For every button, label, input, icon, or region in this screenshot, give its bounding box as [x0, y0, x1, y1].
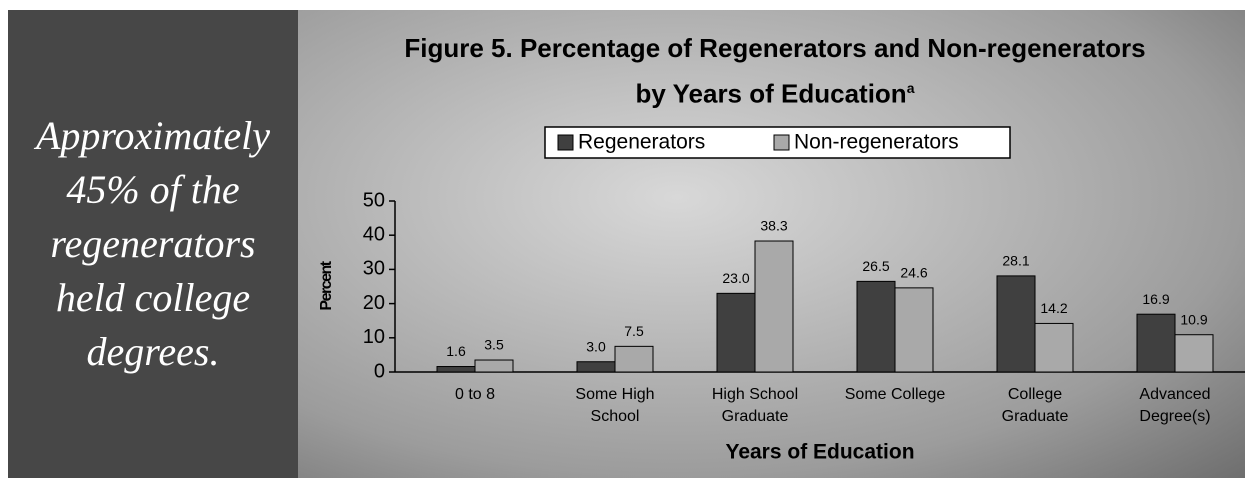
bar — [894, 287, 934, 373]
bar — [716, 292, 756, 373]
value-label: 23.0 — [722, 270, 749, 286]
x-tick-label: Some College — [844, 386, 946, 403]
x-tick-label: College Graduate — [1001, 386, 1069, 425]
bar — [1174, 334, 1214, 373]
bar — [754, 240, 794, 373]
y-tick-label: 20 — [363, 292, 385, 314]
title-note: a — [906, 80, 915, 96]
x-tick-label: Some High School — [575, 386, 655, 425]
y-tick-label: 30 — [363, 258, 385, 280]
value-label: 38.3 — [760, 218, 787, 234]
bar — [1034, 322, 1074, 373]
chart-title: Figure 5. Percentage of Regenerators and… — [404, 33, 1146, 109]
value-label: 28.1 — [1002, 253, 1029, 269]
value-label: 14.2 — [1040, 300, 1067, 316]
x-tick-label: Advanced Degree(s) — [1139, 386, 1211, 425]
legend-swatch — [773, 134, 790, 151]
bar — [474, 359, 514, 373]
bar — [1136, 313, 1176, 373]
x-tick-label: High School Graduate — [711, 386, 799, 425]
legend-label: Non-regenerators — [794, 131, 959, 154]
legend-swatch — [557, 134, 574, 151]
bar — [996, 275, 1036, 373]
value-label: 3.5 — [484, 337, 504, 353]
value-label: 16.9 — [1142, 291, 1169, 307]
x-axis-label: Years of Education — [725, 441, 914, 464]
value-label: 10.9 — [1180, 311, 1207, 327]
value-label: 24.6 — [900, 265, 927, 281]
chart-title-box: Figure 5. Percentage of Regenerators and… — [400, 28, 1150, 114]
side-text: Approximately 45% of the regenerators he… — [35, 113, 270, 374]
bar — [614, 345, 654, 373]
x-tick-label: 0 to 8 — [454, 386, 496, 403]
value-label: 7.5 — [624, 323, 644, 339]
y-tick-label: 10 — [363, 326, 385, 348]
y-tick-label: 0 — [374, 360, 385, 382]
bar — [436, 366, 476, 373]
value-label: 1.6 — [446, 343, 466, 359]
value-label: 3.0 — [586, 338, 606, 354]
y-axis-label: Percent — [318, 260, 335, 310]
bar — [576, 361, 616, 373]
y-tick-label: 50 — [363, 189, 385, 211]
value-label: 26.5 — [862, 258, 889, 274]
legend-label: Regenerators — [578, 131, 705, 154]
side-panel: Approximately 45% of the regenerators he… — [8, 10, 298, 478]
y-tick-label: 40 — [363, 223, 385, 245]
bar — [856, 280, 896, 373]
